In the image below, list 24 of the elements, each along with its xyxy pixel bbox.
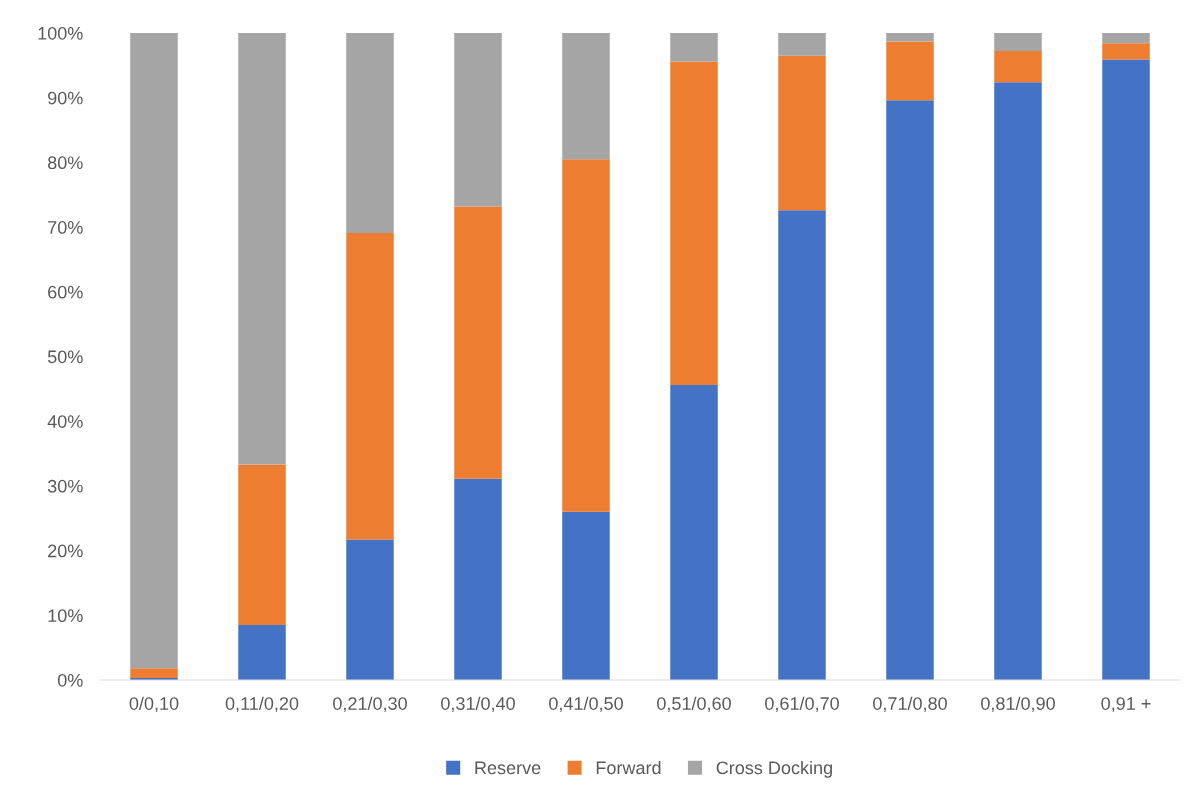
x-tick-label: 0/0,10 [129, 696, 179, 713]
legend-label: Cross Docking [716, 760, 832, 778]
legend-label: Forward [596, 760, 661, 775]
x-tick-label: 0,31/0,40 [441, 696, 515, 713]
y-tick-label: 50% [47, 350, 83, 364]
x-tick-label: 0,71/0,80 [873, 696, 947, 713]
x-tick-label: 0,91 + [1101, 697, 1151, 713]
y-tick-label: 90% [48, 91, 83, 105]
y-tick-label: 10% [48, 609, 83, 623]
x-tick-label: 0,61/0,70 [765, 696, 839, 713]
y-tick-label: 80% [47, 156, 83, 170]
x-tick-label: 0,81/0,90 [981, 696, 1055, 713]
x-tick-label: 0,21/0,30 [333, 696, 407, 713]
x-tick-label: 0,51/0,60 [657, 696, 731, 713]
y-tick-label: 60% [48, 285, 83, 299]
y-tick-label: 70% [48, 221, 83, 234]
legend-label: Reserve [475, 761, 541, 775]
y-tick-label: 30% [47, 479, 83, 493]
y-tick-label: 100% [38, 26, 83, 40]
y-tick-label: 0% [57, 673, 83, 687]
x-tick-label: 0,11/0,20 [225, 696, 299, 713]
x-tick-label: 0,41/0,50 [549, 696, 623, 713]
y-tick-label: 40% [47, 415, 83, 428]
y-tick-label: 20% [48, 544, 83, 558]
